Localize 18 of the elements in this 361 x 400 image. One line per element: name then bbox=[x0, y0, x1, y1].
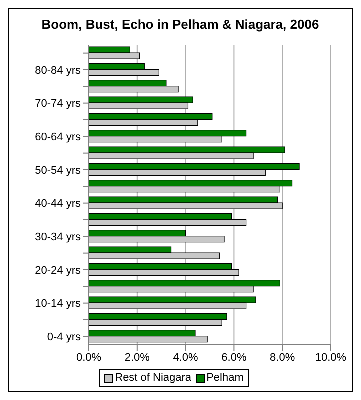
x-tick-label: 6.0% bbox=[222, 352, 247, 364]
y-tick-label: 80-84 yrs bbox=[35, 64, 82, 77]
legend-label: Pelham bbox=[206, 372, 244, 384]
x-tick-label: 10.0% bbox=[315, 352, 347, 364]
y-tick-label: 30-34 yrs bbox=[35, 232, 82, 244]
x-tick-label: 4.0% bbox=[173, 352, 199, 364]
y-tick-label: 60-64 yrs bbox=[35, 132, 82, 144]
x-tick-label: 0.0% bbox=[76, 352, 102, 364]
y-tick-label: 50-54 yrs bbox=[35, 164, 82, 177]
x-tick-label: 2.0% bbox=[124, 352, 150, 364]
y-tick-label: 70-74 yrs bbox=[35, 98, 82, 110]
y-tick-label: 10-14 yrs bbox=[35, 298, 82, 310]
y-tick-label: 20-24 yrs bbox=[35, 264, 82, 277]
x-tick-label: 8.0% bbox=[270, 352, 296, 364]
chart-title: Boom, Bust, Echo in Pelham & Niagara, 2006 bbox=[40, 16, 320, 34]
y-tick-label: 0-4 yrs bbox=[47, 332, 82, 344]
y-tick-label: 40-44 yrs bbox=[35, 198, 82, 210]
legend-label: Rest of Niagara bbox=[114, 372, 192, 384]
